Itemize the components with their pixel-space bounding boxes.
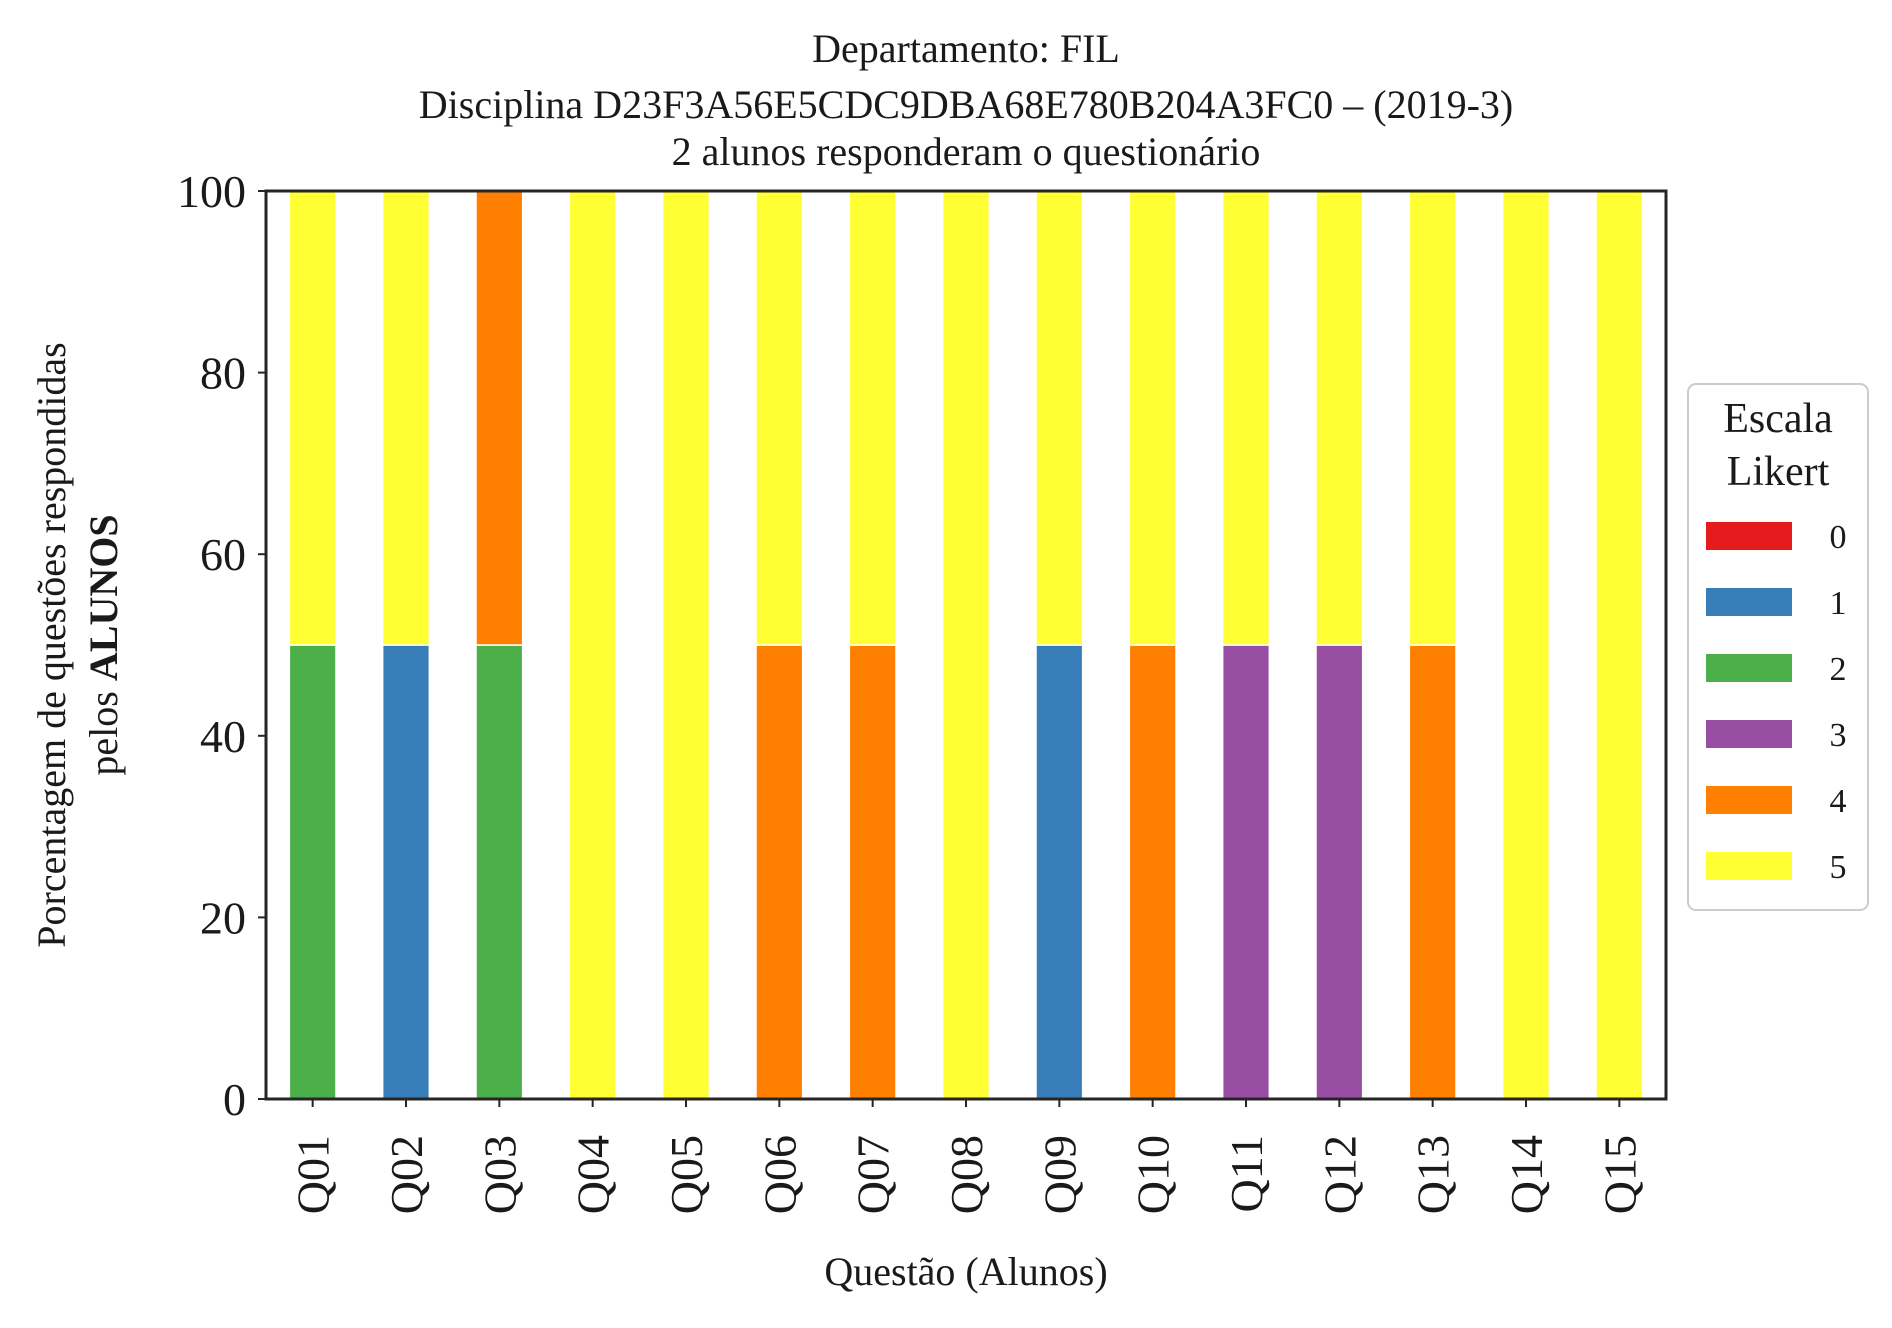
bar-segment-q06-likert-5 <box>755 190 804 646</box>
legend-swatch-2 <box>1706 654 1792 682</box>
bar-segment-q05-likert-5 <box>661 190 711 1100</box>
legend-swatch-1 <box>1706 588 1792 616</box>
y-tick-label: 100 <box>177 166 246 217</box>
bar-segment-q13-likert-4 <box>1408 644 1457 1100</box>
bar-segment-q14-likert-5 <box>1501 190 1551 1100</box>
y-tick-label: 40 <box>200 711 246 762</box>
x-tick-label: Q13 <box>1408 1135 1459 1214</box>
x-tick-label: Q12 <box>1314 1135 1365 1214</box>
chart-title-line-2: Disciplina D23F3A56E5CDC9DBA68E780B204A3… <box>419 82 1513 127</box>
bars <box>288 190 1644 1100</box>
y-axis-label-line-2: pelos ALUNOS <box>81 514 126 775</box>
bar-segment-q13-likert-5 <box>1408 190 1457 646</box>
y-tick-label: 60 <box>200 529 246 580</box>
legend-swatch-3 <box>1706 720 1792 748</box>
x-axis-ticks: Q01 Q02 Q03 Q04 Q05 Q06 Q07 Q08 Q09 Q10 Q11 Q12 Q13 Q… <box>288 1099 1645 1214</box>
bar-segment-q06-likert-4 <box>755 644 804 1100</box>
legend-label-0: 0 <box>1830 519 1847 556</box>
y-axis-label-bold: ALUNOS <box>81 514 126 681</box>
x-tick-label: Q09 <box>1034 1135 1085 1214</box>
legend-label-1: 1 <box>1830 585 1847 622</box>
legend-label-4: 4 <box>1830 783 1847 820</box>
legend-box <box>1687 383 1869 911</box>
bar-segment-q02-likert-1 <box>381 644 431 1100</box>
chart-title-line-1: Departamento: FIL <box>812 26 1120 71</box>
chart-title: Departamento: FIL Disciplina D23F3A56E5C… <box>419 26 1513 174</box>
bar-segment-q03-likert-4 <box>475 190 524 646</box>
x-tick-label: Q05 <box>661 1135 712 1214</box>
y-axis-ticks: 0 20 40 60 80 100 <box>177 166 266 1125</box>
x-axis-label: Questão (Alunos) <box>824 1249 1107 1294</box>
x-tick-label: Q01 <box>288 1135 339 1214</box>
x-tick-label: Q11 <box>1221 1135 1272 1213</box>
legend-title-line-1: Escala <box>1723 396 1833 442</box>
y-tick-label: 80 <box>200 348 246 399</box>
x-tick-label: Q06 <box>754 1135 805 1214</box>
x-tick-label: Q07 <box>848 1135 899 1214</box>
x-tick-label: Q08 <box>941 1135 992 1214</box>
bar-segment-q04-likert-5 <box>568 190 617 1100</box>
legend-label-2: 2 <box>1830 651 1847 688</box>
bar-segment-q10-likert-5 <box>1128 190 1177 646</box>
bar-segment-q01-likert-2 <box>288 644 337 1100</box>
bar-segment-q09-likert-1 <box>1035 644 1084 1100</box>
chart-title-line-3: 2 alunos responderam o questionário <box>672 129 1261 174</box>
x-tick-label: Q14 <box>1501 1135 1552 1214</box>
x-tick-label: Q04 <box>568 1135 619 1214</box>
legend-title-line-2: Likert <box>1727 449 1830 495</box>
bar-segment-q12-likert-5 <box>1315 190 1364 646</box>
legend-label-3: 3 <box>1830 717 1847 754</box>
x-tick-label: Q02 <box>381 1135 432 1214</box>
bar-segment-q09-likert-5 <box>1035 190 1084 646</box>
bar-segment-q10-likert-4 <box>1128 644 1177 1100</box>
y-axis-label-line-1: Porcentagem de questões respondidas <box>29 342 74 947</box>
legend-swatch-4 <box>1706 786 1792 814</box>
y-tick-label: 20 <box>200 892 246 943</box>
y-axis-label-prefix: pelos <box>81 681 126 775</box>
x-tick-label: Q10 <box>1128 1135 1179 1214</box>
y-axis-label: Porcentagem de questões respondidas pelo… <box>29 342 126 947</box>
bar-segment-q07-likert-5 <box>848 190 897 646</box>
bar-segment-q15-likert-5 <box>1595 190 1644 1100</box>
bar-segment-q12-likert-3 <box>1315 644 1364 1100</box>
x-tick-label: Q03 <box>474 1135 525 1214</box>
legend: Escala Likert 0 1 2 3 4 5 <box>1687 383 1869 911</box>
bar-segment-q07-likert-4 <box>848 644 897 1100</box>
bar-segment-q01-likert-5 <box>288 190 337 646</box>
bar-segment-q03-likert-2 <box>475 644 524 1100</box>
bar-segment-q02-likert-5 <box>381 190 431 646</box>
legend-swatch-5 <box>1706 852 1792 880</box>
legend-swatch-0 <box>1706 522 1792 550</box>
y-tick-label: 0 <box>223 1074 246 1125</box>
bar-segment-q11-likert-3 <box>1221 644 1271 1100</box>
bar-segment-q11-likert-5 <box>1221 190 1271 646</box>
legend-label-5: 5 <box>1830 849 1847 886</box>
legend-items: 0 1 2 3 4 5 <box>1706 519 1847 886</box>
x-tick-label: Q15 <box>1594 1135 1645 1214</box>
bar-segment-q08-likert-5 <box>941 190 991 1100</box>
